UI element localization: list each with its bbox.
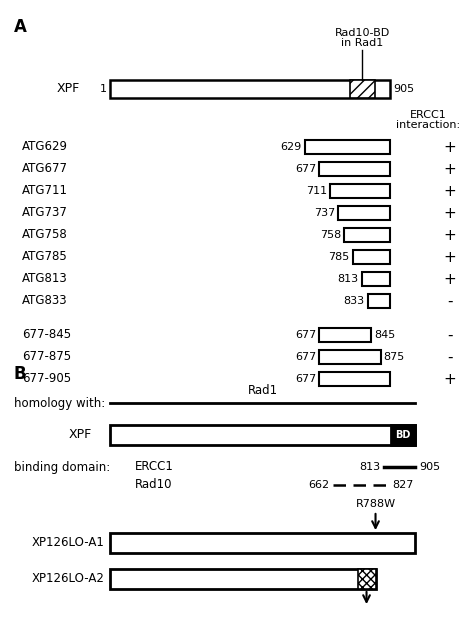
Bar (319, 372, 390, 386)
Text: ATG711: ATG711 (22, 185, 68, 197)
Text: R788W: R788W (356, 499, 396, 509)
Bar (319, 162, 390, 176)
Text: 758: 758 (320, 230, 341, 240)
Bar (319, 350, 381, 364)
Bar (319, 328, 372, 342)
Text: 813: 813 (359, 462, 380, 472)
Bar (362, 272, 390, 286)
Text: A: A (14, 18, 27, 36)
Text: in Rad1: in Rad1 (341, 38, 383, 48)
Text: 677-905: 677-905 (22, 372, 71, 386)
Text: binding domain:: binding domain: (14, 461, 110, 474)
Text: 677-845: 677-845 (22, 328, 71, 341)
Text: -: - (447, 294, 453, 309)
Text: Rad10: Rad10 (135, 479, 173, 491)
Bar (110, 425, 415, 445)
Text: +: + (444, 205, 456, 220)
Text: ATG833: ATG833 (22, 294, 68, 307)
Text: XPF: XPF (56, 83, 80, 96)
Text: 662: 662 (308, 480, 329, 490)
Text: Rad10-BD: Rad10-BD (335, 28, 390, 38)
Bar (391, 425, 415, 445)
Text: interaction:: interaction: (396, 120, 460, 130)
Text: +: + (444, 227, 456, 243)
Text: homology with:: homology with: (14, 396, 105, 410)
Text: +: + (444, 272, 456, 287)
Text: 677: 677 (295, 330, 316, 340)
Text: ATG737: ATG737 (22, 207, 68, 219)
Bar (110, 533, 415, 553)
Text: 737: 737 (314, 208, 335, 218)
Bar (110, 80, 390, 98)
Text: B: B (14, 365, 27, 383)
Bar (110, 569, 375, 589)
Text: ATG758: ATG758 (22, 229, 68, 241)
Text: XPF: XPF (68, 428, 91, 442)
Bar (350, 80, 374, 98)
Text: BD: BD (395, 430, 410, 440)
Text: ATG813: ATG813 (22, 273, 68, 285)
Text: 711: 711 (306, 186, 327, 196)
Text: 833: 833 (344, 296, 365, 306)
Text: 813: 813 (337, 274, 358, 284)
Text: 629: 629 (280, 142, 301, 152)
Text: +: + (444, 372, 456, 386)
Text: 905: 905 (419, 462, 440, 472)
Text: ATG677: ATG677 (22, 163, 68, 176)
Text: ATG629: ATG629 (22, 140, 68, 154)
Text: XP126LO-A1: XP126LO-A1 (32, 537, 105, 549)
Text: 845: 845 (374, 330, 396, 340)
Text: +: + (444, 139, 456, 154)
Text: -: - (447, 328, 453, 343)
Bar (368, 294, 390, 308)
Bar (353, 250, 390, 264)
Text: XP126LO-A2: XP126LO-A2 (32, 573, 105, 585)
Bar (330, 184, 390, 198)
Text: 677: 677 (295, 164, 316, 174)
Text: 677: 677 (295, 352, 316, 362)
Text: +: + (444, 183, 456, 198)
Text: ERCC1: ERCC1 (410, 110, 447, 120)
Text: +: + (444, 161, 456, 176)
Text: 905: 905 (393, 84, 414, 94)
Text: ERCC1: ERCC1 (135, 461, 174, 474)
Text: 827: 827 (392, 480, 414, 490)
Text: 677: 677 (295, 374, 316, 384)
Text: 785: 785 (328, 252, 350, 262)
Text: 677-875: 677-875 (22, 350, 71, 364)
Text: ATG785: ATG785 (22, 251, 68, 263)
Text: 1: 1 (100, 84, 107, 94)
Bar (345, 228, 390, 242)
Bar (357, 569, 375, 589)
Bar (304, 140, 390, 154)
Bar (338, 206, 390, 220)
Text: -: - (447, 350, 453, 365)
Text: Rad1: Rad1 (247, 384, 278, 398)
Text: 875: 875 (384, 352, 405, 362)
Text: +: + (444, 249, 456, 265)
